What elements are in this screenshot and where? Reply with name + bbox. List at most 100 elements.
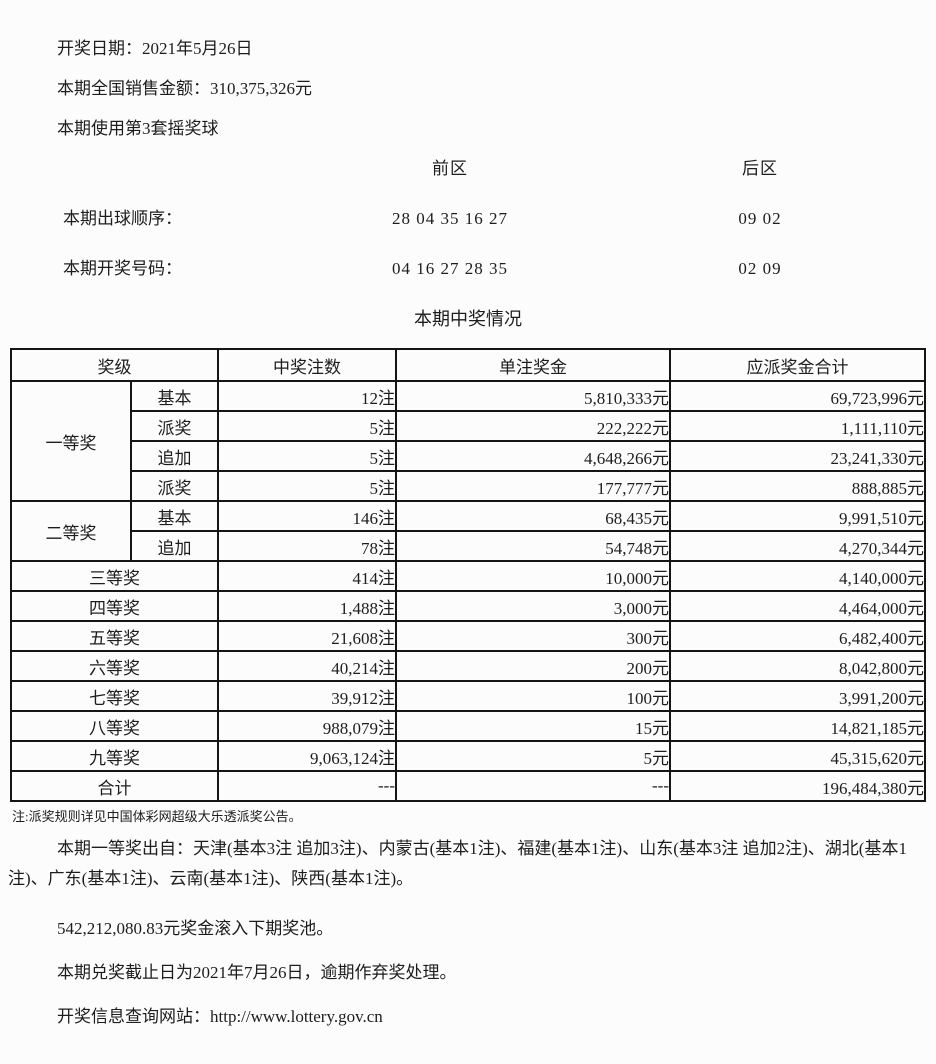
table-cell: 追加 [130,530,219,562]
table-row: 派奖 5注 222,222元 1,111,110元 [11,410,926,442]
table-cell: 200元 [395,650,671,682]
table-row: 三等奖 414注 10,000元 4,140,000元 [10,560,926,592]
table-row: 八等奖 988,079注 15元 14,821,185元 [10,710,926,742]
table-cell: 222,222元 [395,410,671,442]
table-cell: 988,079注 [217,710,397,742]
table-cell: 基本 [130,380,219,412]
draw-order-label: 本期出球顺序： [63,209,182,228]
prize-table-title: 本期中奖情况 [414,309,522,329]
table-cell: 追加 [130,440,219,472]
winning-numbers-front: 04 16 27 28 35 [392,259,508,278]
table-cell: 合计 [10,770,219,802]
prize-table: 奖级 中奖注数 单注奖金 应派奖金合计 一等奖 基本 12注 5,810,333元 69… [10,348,926,802]
table-cell: 78注 [217,530,397,562]
table-row: 二等奖 基本 146注 68,435元 9,991,510元 [10,500,926,562]
table-cell: 23,241,330元 [669,440,926,472]
table-cell: 3,000元 [395,590,671,622]
ball-set-line: 本期使用第3套摇奖球 [57,119,219,138]
table-cell: 14,821,185元 [669,710,926,742]
prize-table-body: 一等奖 基本 12注 5,810,333元 69,723,996元 派奖 5注 222,222… [10,380,926,802]
table-cell: 5注 [217,410,397,442]
table-cell: 15元 [395,710,671,742]
header-single-prize: 单注奖金 [395,348,671,382]
numbers-section: 前区 后区 本期出球顺序： 28 04 35 16 27 09 02 本期开奖号… [0,160,936,278]
table-cell: 1,111,110元 [669,410,926,442]
draw-date-line: 开奖日期：2021年5月26日 [57,39,253,58]
table-cell: 4,140,000元 [669,560,926,592]
header-prize-level: 奖级 [10,348,219,382]
draw-order-row: 本期出球顺序： 28 04 35 16 27 09 02 [0,210,936,228]
table-cell: 6,482,400元 [669,620,926,652]
table-cell: 888,885元 [669,470,926,502]
table-cell: 基本 [130,500,219,532]
table-row: 七等奖 39,912注 100元 3,991,200元 [10,680,926,712]
intro-block: 开奖日期：2021年5月26日 本期全国销售金额：310,375,326元 本期… [0,0,936,138]
table-cell: --- [217,770,397,802]
table-cell: 八等奖 [10,710,219,742]
first-prize-origin-paragraph: 本期一等奖出自：天津(基本3注 追加3注)、内蒙古(基本1注)、福建(基本1注)… [8,839,907,888]
winning-numbers-label: 本期开奖号码： [63,259,182,278]
table-cell: 10,000元 [395,560,671,592]
table-cell: 派奖 [130,470,219,502]
winning-numbers-back: 02 09 [738,259,782,278]
table-cell: 69,723,996元 [669,380,926,412]
table-cell: 8,042,800元 [669,650,926,682]
info-website-line: 开奖信息查询网站：http://www.lottery.gov.cn [57,1007,383,1026]
table-row: 六等奖 40,214注 200元 8,042,800元 [10,650,926,682]
footer-block: 注:派奖规则详见中国体彩网超级大乐透派奖公告。 本期一等奖出自：天津(基本3注 … [0,809,936,1026]
table-cell: 七等奖 [10,680,219,712]
table-cell: 196,484,380元 [669,770,926,802]
table-cell: 9,063,124注 [217,740,397,772]
table-row: 五等奖 21,608注 300元 6,482,400元 [10,620,926,652]
table-cell: 4,464,000元 [669,590,926,622]
table-cell: 派奖 [130,410,219,442]
table-cell: 二等奖 [10,500,132,562]
zone-header-spacer [0,160,290,178]
table-row: 九等奖 9,063,124注 5元 45,315,620元 [10,740,926,772]
rollover-line: 542,212,080.83元奖金滚入下期奖池。 [57,919,334,938]
redemption-deadline-line: 本期兑奖截止日为2021年7月26日，逾期作弃奖处理。 [57,963,457,982]
table-cell: 4,648,266元 [395,440,671,472]
header-total-prize: 应派奖金合计 [669,348,926,382]
table-cell: 三等奖 [10,560,219,592]
table-cell: 12注 [217,380,397,412]
table-cell: 414注 [217,560,397,592]
table-cell: 四等奖 [10,590,219,622]
back-zone-label: 后区 [742,159,778,178]
table-cell: 45,315,620元 [669,740,926,772]
draw-order-front-numbers: 28 04 35 16 27 [392,209,508,228]
table-row: 四等奖 1,488注 3,000元 4,464,000元 [10,590,926,622]
table-cell: 1,488注 [217,590,397,622]
table-cell: 146注 [217,500,397,532]
table-cell: 177,777元 [395,470,671,502]
table-row: 追加 78注 54,748元 4,270,344元 [11,530,926,562]
table-row: 追加 5注 4,648,266元 23,241,330元 [11,440,926,472]
table-cell: 5元 [395,740,671,772]
table-cell: 9,991,510元 [669,500,926,532]
table-cell: 六等奖 [10,650,219,682]
table-row: 一等奖 基本 12注 5,810,333元 69,723,996元 [10,380,926,502]
header-winning-bets: 中奖注数 [217,348,397,382]
draw-order-back-numbers: 09 02 [738,209,782,228]
table-row: 派奖 5注 177,777元 888,885元 [11,470,926,502]
table-cell: 一等奖 [10,380,132,502]
table-cell: 4,270,344元 [669,530,926,562]
front-zone-label: 前区 [432,159,468,178]
table-cell: 300元 [395,620,671,652]
winning-numbers-row: 本期开奖号码： 04 16 27 28 35 02 09 [0,260,936,278]
table-cell: 5注 [217,440,397,472]
table-cell: 3,991,200元 [669,680,926,712]
table-cell: 40,214注 [217,650,397,682]
table-cell: 100元 [395,680,671,712]
table-cell: 5注 [217,470,397,502]
table-cell: 5,810,333元 [395,380,671,412]
table-cell: 21,608注 [217,620,397,652]
table-cell: 五等奖 [10,620,219,652]
table-cell: 39,912注 [217,680,397,712]
table-cell: 54,748元 [395,530,671,562]
sales-amount-line: 本期全国销售金额：310,375,326元 [57,79,312,98]
bonus-rule-note: 注:派奖规则详见中国体彩网超级大乐透派奖公告。 [12,809,302,824]
table-cell: 68,435元 [395,500,671,532]
table-cell: --- [395,770,671,802]
